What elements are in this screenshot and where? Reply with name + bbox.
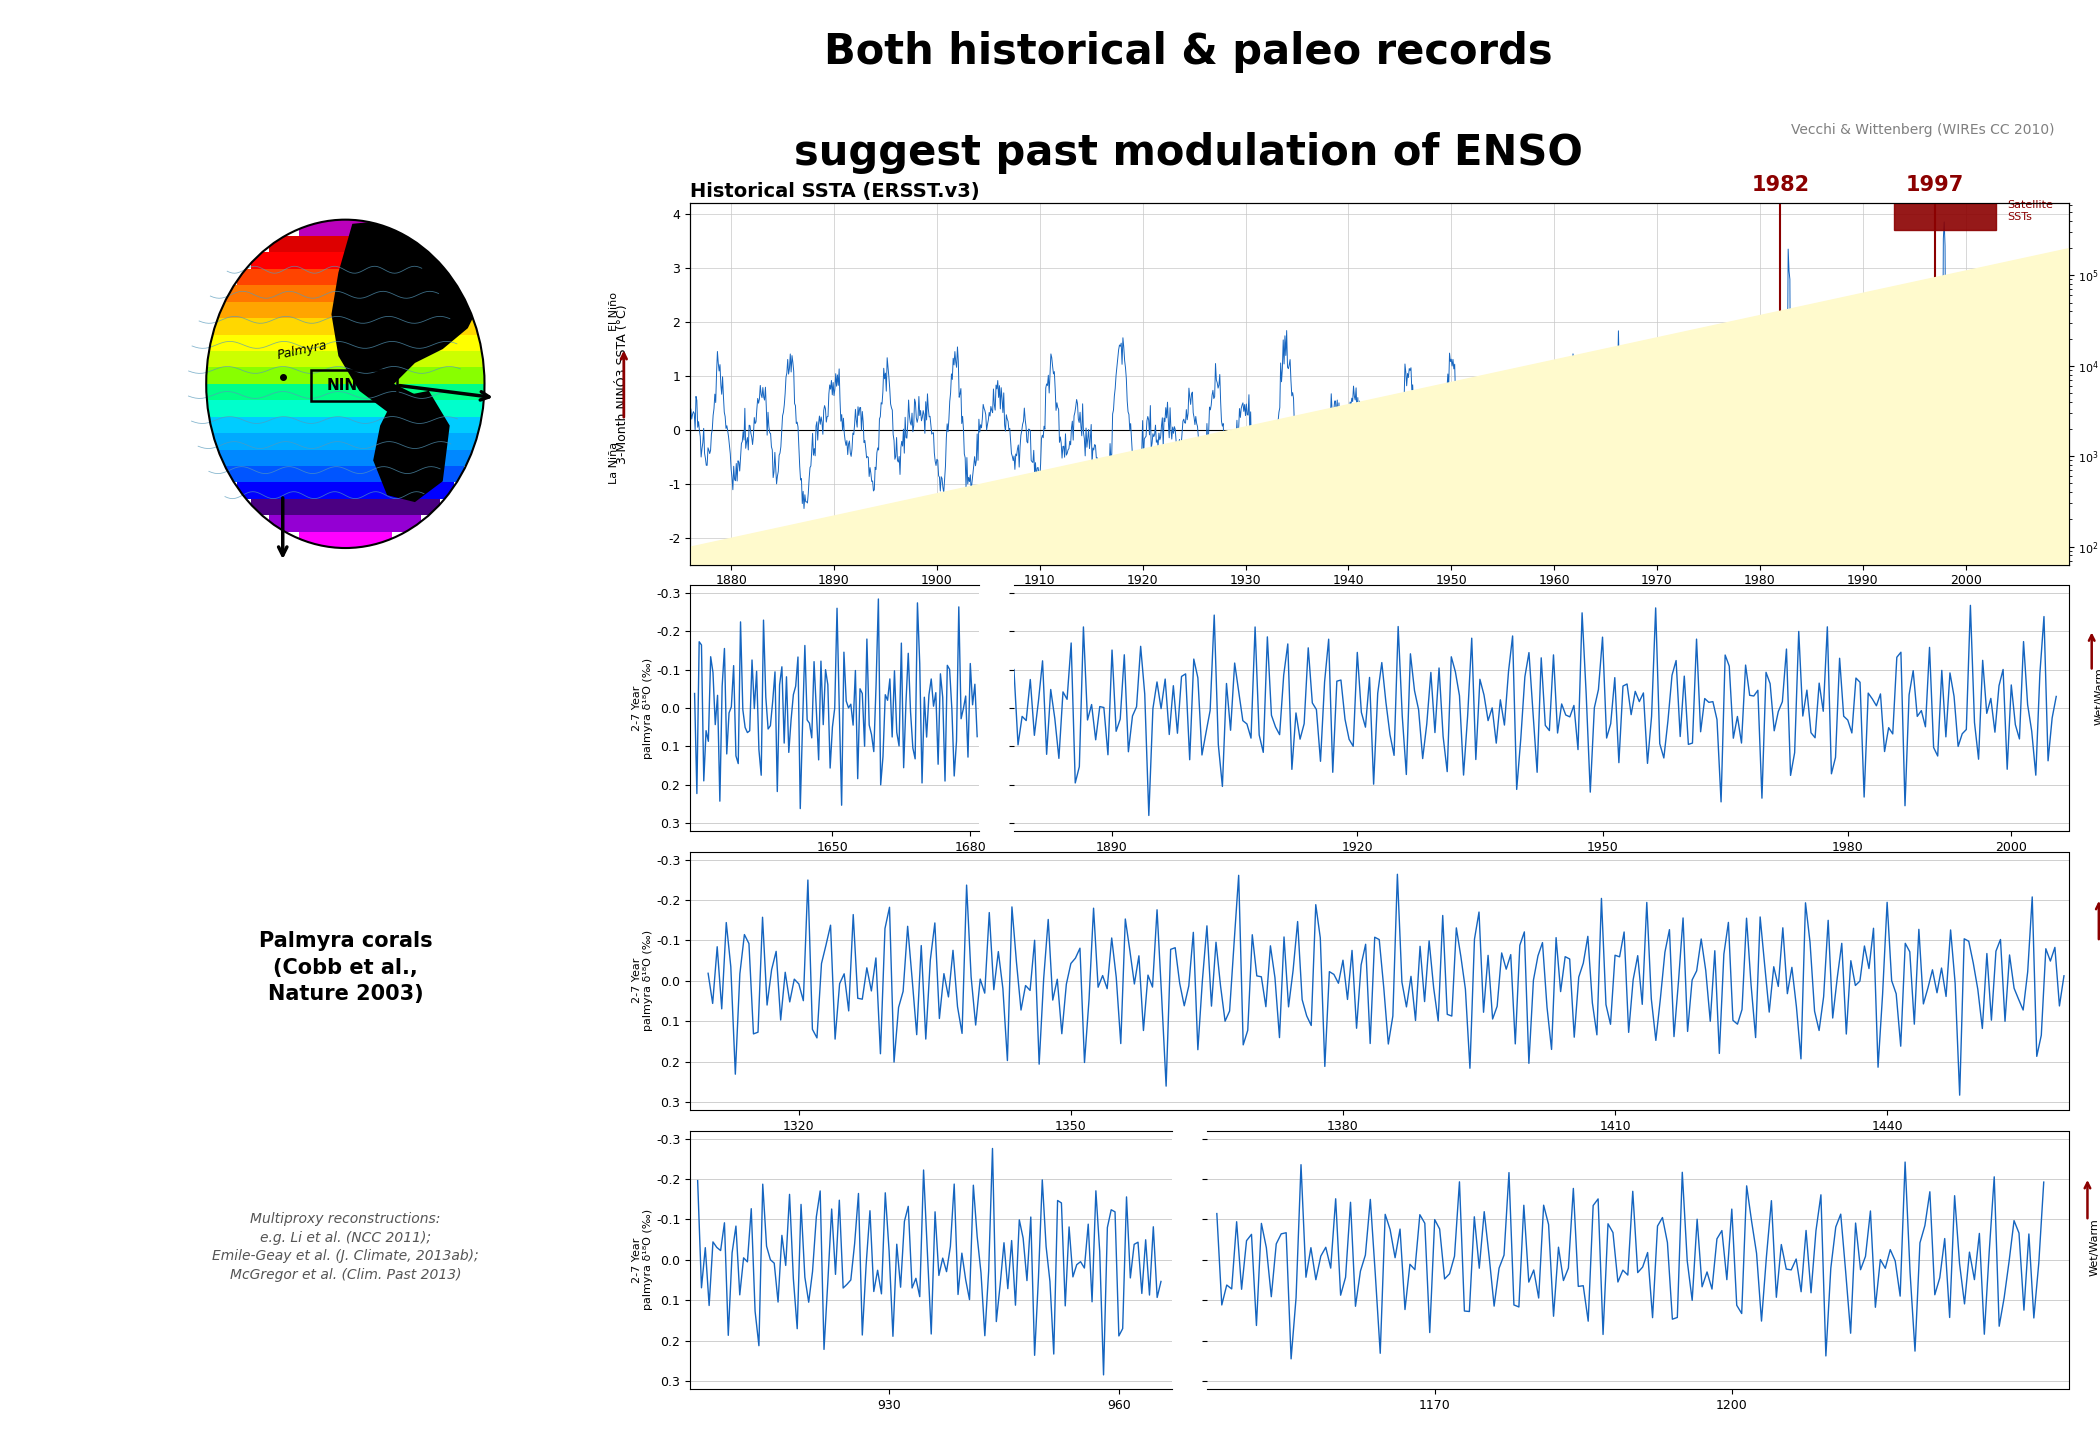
Y-axis label: 2-7 Year
palmyra δ¹⁸O (‰): 2-7 Year palmyra δ¹⁸O (‰) (632, 931, 653, 1031)
Text: El Niño: El Niño (609, 292, 620, 331)
Text: La Niña: La Niña (609, 442, 620, 484)
Bar (227, 285, 464, 302)
Bar (218, 450, 472, 465)
Bar (250, 252, 441, 269)
Polygon shape (332, 219, 481, 418)
Y-axis label: 3-Month NINÓ3 SSTA (°C): 3-Month NINÓ3 SSTA (°C) (615, 304, 630, 464)
Bar (218, 302, 472, 318)
Text: NINO3: NINO3 (326, 378, 380, 392)
Bar (237, 483, 454, 498)
Bar (250, 498, 441, 516)
Bar (237, 269, 454, 285)
Bar (204, 384, 487, 401)
Bar (227, 465, 464, 483)
Text: Multiproxy reconstructions:
e.g. Li et al. (NCC 2011);
Emile-Geay et al. (J. Cli: Multiproxy reconstructions: e.g. Li et a… (212, 1213, 479, 1282)
Bar (1894, 203, 1997, 231)
Text: Both historical & paleo records: Both historical & paleo records (823, 32, 1552, 73)
Polygon shape (374, 391, 449, 503)
Text: Wet/Warm: Wet/Warm (2090, 1219, 2100, 1276)
Bar (298, 531, 391, 548)
Text: Vecchi & Wittenberg (WIREs CC 2010): Vecchi & Wittenberg (WIREs CC 2010) (1791, 123, 2054, 137)
Bar (212, 432, 479, 450)
Text: Satellite
SSTs: Satellite SSTs (2008, 200, 2052, 222)
Y-axis label: 2-7 Year
palmyra δ¹⁸O (‰): 2-7 Year palmyra δ¹⁸O (‰) (632, 1209, 653, 1310)
Bar (208, 335, 483, 351)
Text: Palmyra corals
(Cobb et al.,
Nature 2003): Palmyra corals (Cobb et al., Nature 2003… (258, 931, 433, 1004)
Bar (208, 417, 483, 432)
Text: suggest past modulation of ENSO: suggest past modulation of ENSO (794, 132, 1583, 173)
Text: 1997: 1997 (1905, 175, 1964, 195)
Bar (204, 368, 487, 384)
Text: Wet/Warm: Wet/Warm (2096, 667, 2100, 725)
Bar (311, 369, 397, 401)
Y-axis label: 2-7 Year
palmyra δ¹⁸O (‰): 2-7 Year palmyra δ¹⁸O (‰) (632, 657, 653, 759)
Bar (206, 401, 485, 417)
Text: Historical SSTA (ERSST.v3): Historical SSTA (ERSST.v3) (691, 182, 979, 202)
Text: Palmyra: Palmyra (275, 338, 328, 362)
Bar (206, 351, 485, 368)
Text: 1982: 1982 (1751, 175, 1810, 195)
Bar (298, 219, 391, 236)
Bar (212, 318, 479, 335)
Bar (269, 236, 422, 252)
Bar (269, 516, 422, 531)
